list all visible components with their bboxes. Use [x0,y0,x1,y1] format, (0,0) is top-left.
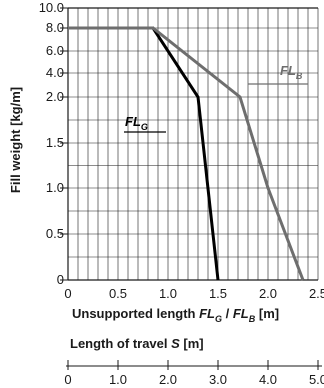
x-tick-label: 1.5 [209,286,227,301]
x-tick-label: 2.0 [259,286,277,301]
x-tick-label: 0.5 [109,286,127,301]
series-label-b: FLB [280,63,303,81]
y-axis-title: Fill weight [kg/m] [8,87,23,193]
travel-tick-label: 4.0 [259,372,277,387]
chart-series [68,26,305,281]
series-line-b [68,26,305,281]
y-tick-label: 1.0 [46,180,64,195]
chart-grid [67,7,319,281]
travel-tick-label: 1.0 [109,372,127,387]
series-label-g: FLG [125,114,148,132]
y-tick-label: 4.0 [46,65,64,80]
travel-tick-label: 0 [64,372,71,387]
x-tick-label: 2.5 [309,286,324,301]
y-tick-label: 10.0 [39,0,64,15]
x-tick-label: 1.0 [159,286,177,301]
x-tick-label: 0 [64,286,71,301]
travel-axis-ticks: 0 1.0 2.0 3.0 4.0 5.0 [64,360,324,387]
y-tick-label: 2.0 [46,89,64,104]
y-tick-label: 6.0 [46,43,64,58]
x-axis-title: Unsupported length FLG / FLB [m] [72,306,279,324]
y-tick-label: 0.5 [46,226,64,241]
chart-labels: 10.08.06.04.02.01.51.00.5000.51.01.52.02… [39,0,324,301]
travel-tick-label: 3.0 [209,372,227,387]
y-tick-label: 1.5 [46,135,64,150]
travel-tick-label: 2.0 [159,372,177,387]
travel-tick-label: 5.0 [309,372,324,387]
travel-axis-title: Length of travel S [m] [70,336,204,351]
series-line-g [68,26,220,281]
y-tick-label: 8.0 [46,20,64,35]
